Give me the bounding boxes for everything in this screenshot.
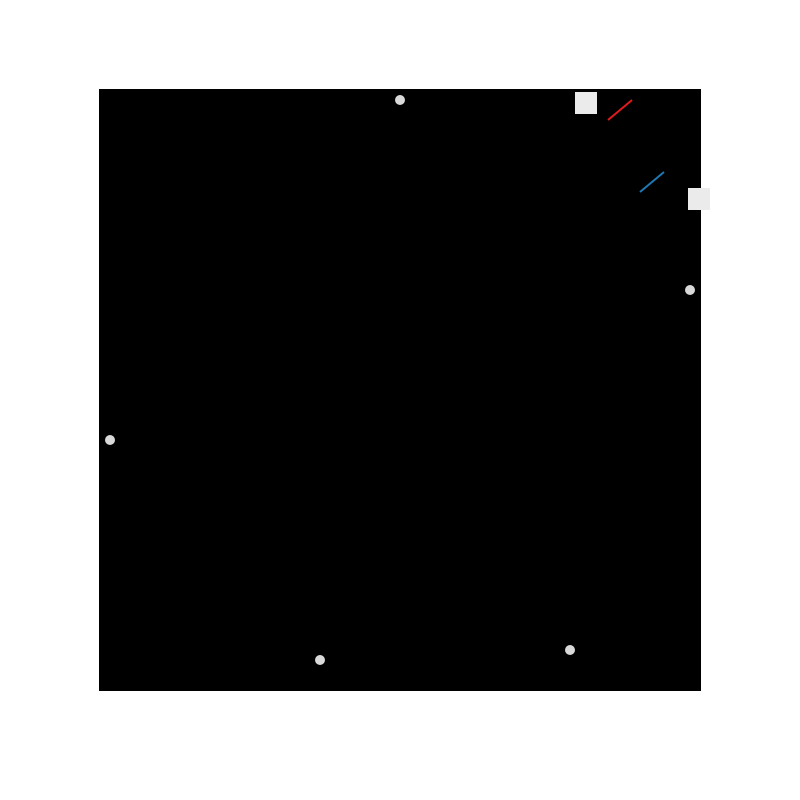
axis-dot-1: [685, 285, 695, 295]
axis-dot-2: [565, 645, 575, 655]
axis-dot-3: [315, 655, 325, 665]
plot-area: [100, 90, 700, 690]
legend-swatch-0: [575, 92, 597, 114]
axis-dot-4: [105, 435, 115, 445]
radar-chart: [0, 0, 800, 800]
axis-dot-0: [395, 95, 405, 105]
legend-swatch-1: [688, 188, 710, 210]
